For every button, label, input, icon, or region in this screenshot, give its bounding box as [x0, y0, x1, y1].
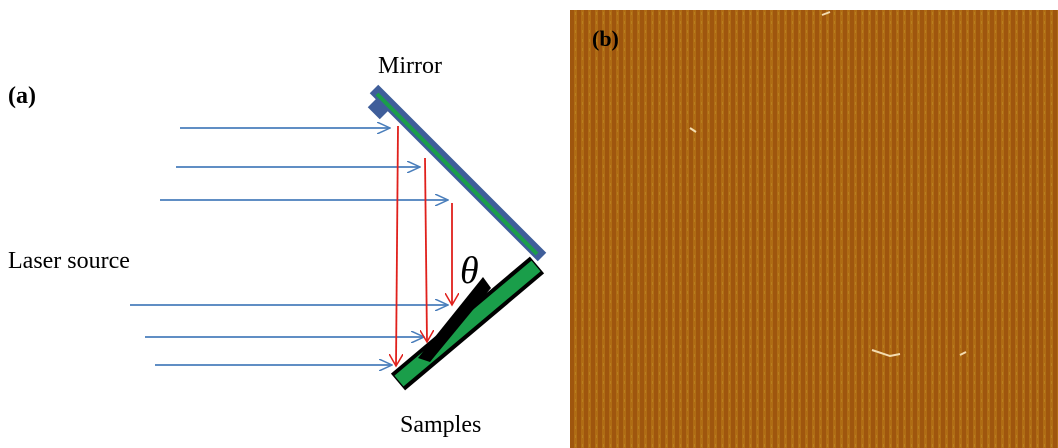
- panel-b: (b): [570, 10, 1058, 448]
- figure: (a) Mirror Laser source Samples θ: [0, 0, 1058, 448]
- laser-beams: [130, 128, 448, 365]
- page: {"panel_a": {"label": "(a)", "mirror": "…: [0, 0, 1058, 448]
- samples-label: Samples: [400, 412, 481, 438]
- source-label: Laser source: [8, 248, 130, 274]
- reflected-beam: [425, 158, 427, 342]
- reflected-beam: [396, 126, 398, 366]
- angle-label: θ: [460, 250, 479, 292]
- panel-label: (a): [8, 83, 36, 109]
- panel-label: (b): [592, 26, 619, 51]
- panel-a: (a) Mirror Laser source Samples θ: [8, 53, 542, 438]
- mirror-tab: [372, 103, 384, 115]
- mirror-coating: [377, 94, 537, 254]
- afm-shade: [570, 10, 1058, 448]
- mirror-label: Mirror: [378, 53, 442, 79]
